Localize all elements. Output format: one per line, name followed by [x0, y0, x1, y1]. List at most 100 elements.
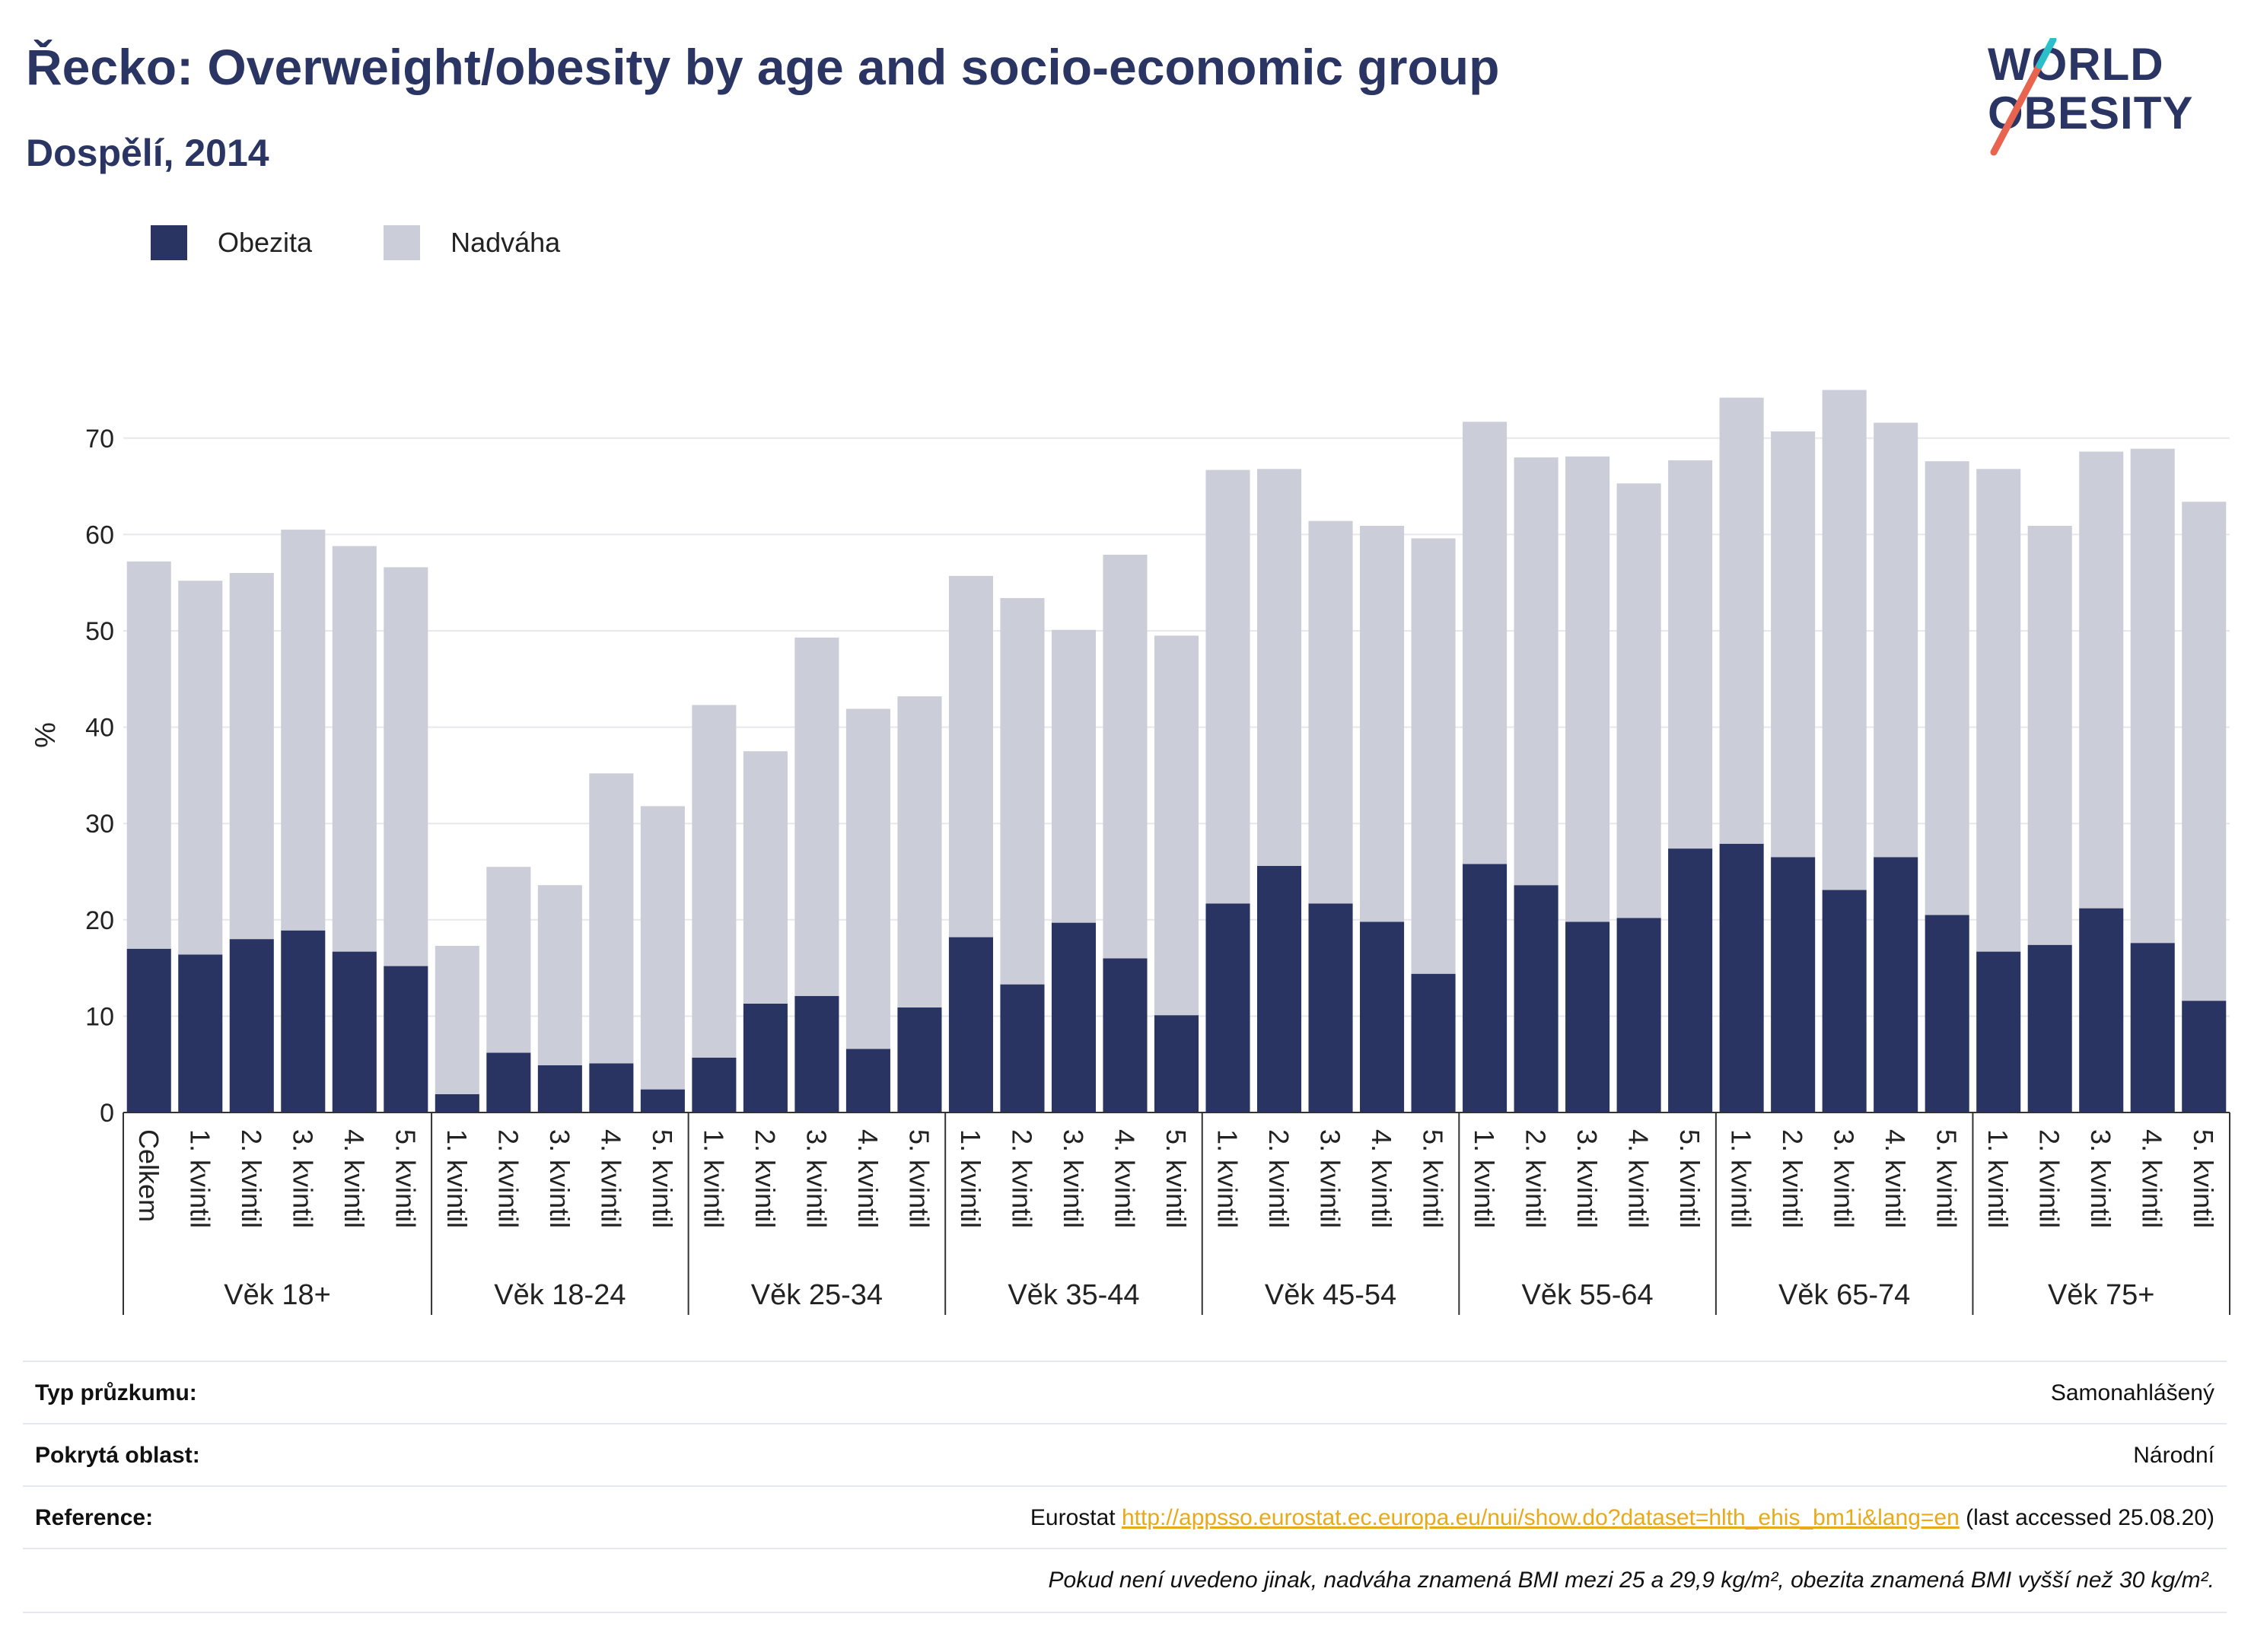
x-tick-label: 2. kvintil	[2034, 1129, 2065, 1228]
bar-nadváha	[1771, 431, 1816, 858]
definition-note: Pokud není uvedeno jinak, nadváha znamen…	[1048, 1568, 2215, 1593]
reference-prefix: Eurostat	[1030, 1505, 1116, 1530]
x-tick-label: 2. kvintil	[1520, 1129, 1552, 1228]
bar-obezita	[1205, 903, 1250, 1112]
x-tick-label: 2. kvintil	[1006, 1129, 1037, 1228]
bar-obezita	[1051, 922, 1097, 1112]
bar-obezita	[332, 951, 377, 1112]
bar-obezita	[1976, 951, 2021, 1112]
x-tick-label: 5. kvintil	[1931, 1129, 1963, 1228]
bar-nadváha	[537, 885, 582, 1065]
reference-link[interactable]: http://appsso.eurostat.ec.europa.eu/nui/…	[1121, 1505, 1960, 1530]
bar-nadváha	[1565, 456, 1610, 922]
x-tick-label: 3. kvintil	[1571, 1129, 1603, 1228]
bar-nadváha	[2182, 501, 2227, 1001]
bar-nadváha	[1616, 483, 1661, 918]
bar-obezita	[1771, 857, 1816, 1112]
bar-nadváha	[1051, 629, 1097, 923]
bar-nadváha	[640, 806, 685, 1090]
bar-nadváha	[1514, 457, 1559, 886]
bar-obezita	[1565, 921, 1610, 1112]
x-tick-label: 2. kvintil	[236, 1129, 267, 1228]
bar-nadváha	[2130, 448, 2175, 944]
bar-nadváha	[2027, 526, 2072, 945]
world-obesity-logo: WORLD OBESITY	[1979, 38, 2237, 160]
y-tick-label: 0	[100, 1099, 114, 1128]
bar-obezita	[537, 1065, 582, 1112]
reference-value: Eurostat http://appsso.eurostat.ec.europ…	[1030, 1505, 2214, 1531]
reference-suffix: (last accessed 25.08.20)	[1966, 1505, 2214, 1530]
bar-nadváha	[1822, 390, 1867, 890]
x-tick-label: 3. kvintil	[1058, 1129, 1089, 1228]
page-subtitle: Dospělí, 2014	[26, 132, 269, 174]
x-tick-label: 4. kvintil	[1623, 1129, 1654, 1228]
x-tick-label: 4. kvintil	[1366, 1129, 1397, 1228]
bar-nadváha	[1925, 461, 1969, 915]
info-row-note: Pokud není uvedeno jinak, nadváha znamen…	[23, 1548, 2227, 1613]
y-tick-label: 20	[85, 906, 114, 935]
bar-obezita	[1463, 864, 1508, 1112]
legend-label-nadvaha: Nadváha	[451, 227, 561, 258]
bar-obezita	[845, 1049, 890, 1112]
x-tick-label: 2. kvintil	[750, 1129, 781, 1228]
bar-nadváha	[845, 708, 890, 1049]
bar-obezita	[897, 1007, 942, 1112]
bar-obezita	[1154, 1015, 1199, 1112]
y-tick-label: 30	[85, 810, 114, 839]
x-tick-label: 1. kvintil	[1469, 1129, 1500, 1228]
bar-nadváha	[1000, 597, 1045, 985]
bar-nadváha	[281, 530, 326, 931]
x-tick-label: 3. kvintil	[544, 1129, 575, 1228]
bar-obezita	[486, 1052, 531, 1112]
bar-obezita	[435, 1093, 479, 1112]
bar-obezita	[2130, 943, 2175, 1112]
reference-label: Reference:	[35, 1505, 154, 1530]
x-tick-label: 3. kvintil	[801, 1129, 832, 1228]
bar-nadváha	[126, 561, 171, 949]
group-label: Věk 18+	[224, 1279, 331, 1311]
bar-obezita	[1925, 915, 1969, 1112]
bar-nadváha	[692, 705, 737, 1058]
x-tick-label: 1. kvintil	[441, 1129, 473, 1228]
x-tick-label: 3. kvintil	[1315, 1129, 1346, 1228]
group-label: Věk 35-44	[1008, 1279, 1139, 1311]
group-label: Věk 75+	[2048, 1279, 2155, 1311]
x-tick-label: 1. kvintil	[1726, 1129, 1757, 1228]
page-title: Řecko: Overweight/obesity by age and soc…	[26, 39, 1500, 95]
bar-nadváha	[1103, 554, 1148, 959]
x-tick-label: 4. kvintil	[1880, 1129, 1911, 1228]
bar-nadváha	[794, 637, 839, 996]
bar-obezita	[2182, 1001, 2227, 1112]
x-tick-label: 5. kvintil	[390, 1129, 421, 1228]
x-tick-label: 1. kvintil	[1212, 1129, 1243, 1228]
coverage-value: Národní	[2133, 1443, 2214, 1468]
x-tick-label: 4. kvintil	[852, 1129, 884, 1228]
coverage-label: Pokrytá oblast:	[35, 1443, 200, 1468]
bar-nadváha	[2079, 451, 2124, 909]
bar-obezita	[1616, 918, 1661, 1112]
y-tick-label: 40	[85, 714, 114, 743]
bar-obezita	[794, 995, 839, 1112]
x-tick-label: 1. kvintil	[955, 1129, 986, 1228]
group-label: Věk 45-54	[1265, 1279, 1396, 1311]
group-label: Věk 25-34	[751, 1279, 883, 1311]
y-tick-label: 50	[85, 617, 114, 646]
bar-obezita	[281, 930, 326, 1112]
x-tick-label: 5. kvintil	[2188, 1129, 2219, 1228]
bar-obezita	[1874, 857, 1918, 1112]
group-label: Věk 18-24	[494, 1279, 626, 1311]
bar-nadváha	[1256, 469, 1302, 866]
bar-nadváha	[384, 567, 428, 966]
x-tick-label: 5. kvintil	[647, 1129, 678, 1228]
bar-nadváha	[1463, 422, 1508, 864]
x-tick-label: 4. kvintil	[339, 1129, 370, 1228]
bar-obezita	[1411, 973, 1456, 1112]
x-tick-label: 5. kvintil	[903, 1129, 934, 1228]
stacked-bar-chart: 0 10 20 30 40 50 60 70% Celkem 1. kvintil 2. kvint…	[30, 390, 2230, 1315]
bar-obezita	[948, 937, 993, 1112]
logo-slash-icon	[1990, 38, 2057, 156]
x-tick-label: 1. kvintil	[1982, 1129, 2014, 1228]
bar-nadváha	[1719, 397, 1764, 844]
bar-obezita	[1256, 865, 1302, 1112]
survey-type-value: Samonahlášený	[2050, 1380, 2214, 1405]
